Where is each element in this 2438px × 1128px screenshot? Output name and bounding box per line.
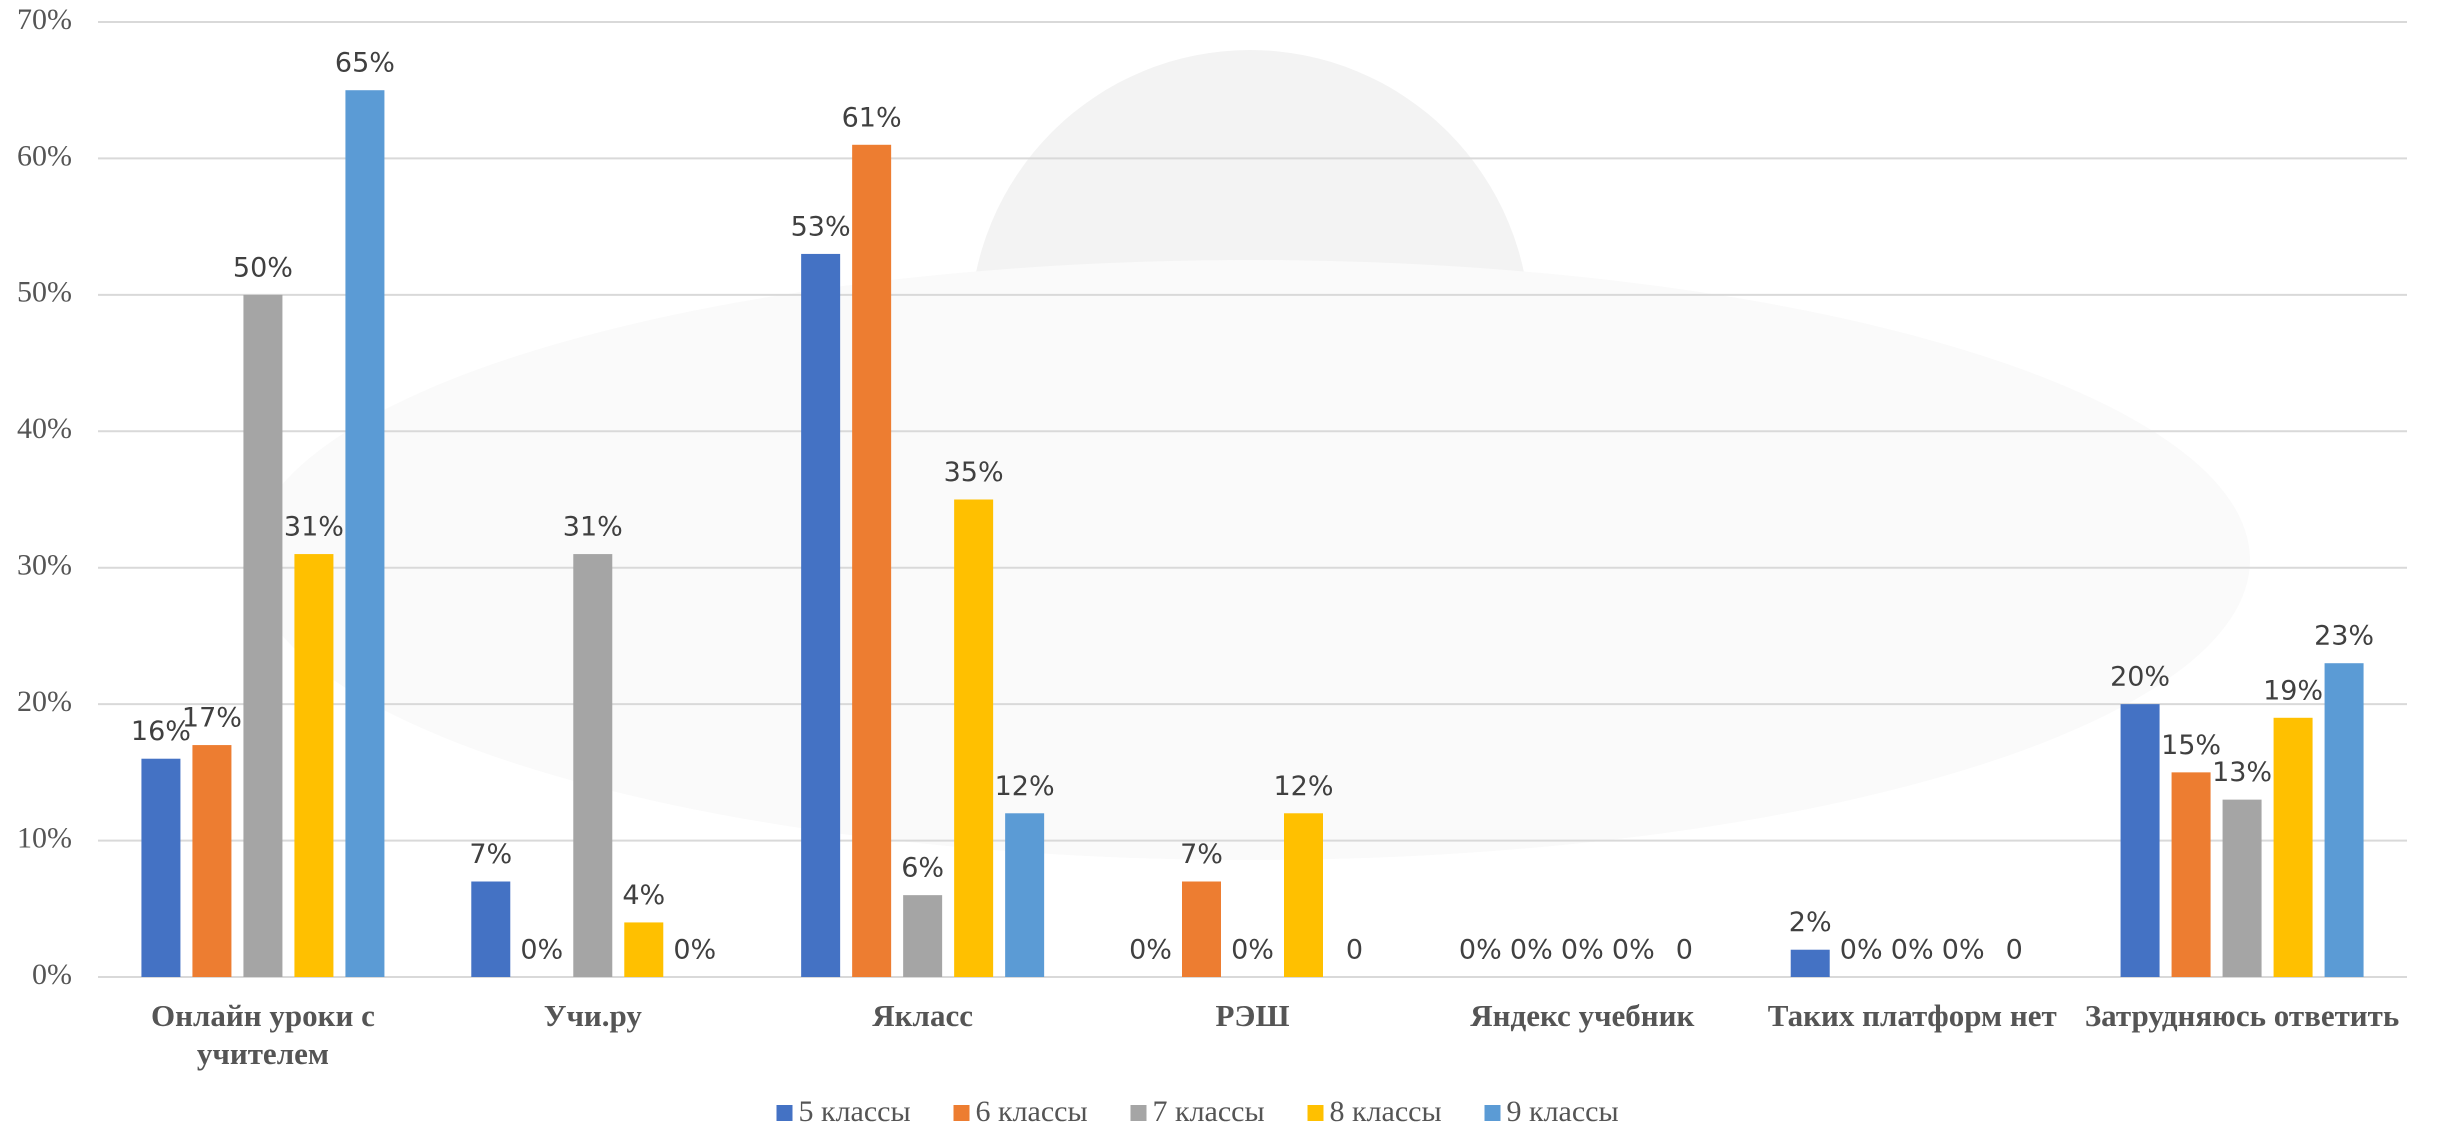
bar (141, 758, 181, 977)
bar (903, 895, 943, 977)
x-tick-label: Яндекс учебник (1470, 998, 1695, 1033)
data-label: 17% (182, 703, 242, 734)
data-label: 0% (1129, 935, 1172, 966)
data-label: 0 (1676, 935, 1693, 966)
data-label: 19% (2263, 675, 2323, 706)
bar (624, 922, 664, 977)
bar (2120, 704, 2160, 977)
data-label: 0% (1459, 935, 1502, 966)
bar (2222, 799, 2262, 977)
bar (345, 90, 385, 977)
data-label: 6% (901, 853, 944, 884)
legend-label: 7 классы (1153, 1095, 1265, 1128)
data-label: 23% (2314, 621, 2374, 652)
bar (1790, 949, 1830, 977)
bar (801, 253, 841, 977)
y-tick-label: 70% (17, 3, 72, 36)
data-label: 0% (520, 935, 563, 966)
data-label: 12% (995, 771, 1055, 802)
legend-label: 9 классы (1507, 1095, 1619, 1128)
data-label: 4% (622, 880, 665, 911)
legend-swatch (1130, 1105, 1147, 1121)
legend-label: 5 классы (799, 1095, 911, 1128)
legend-swatch (953, 1105, 970, 1121)
x-tick-label: Таких платформ нет (1767, 998, 2057, 1033)
bar (1182, 881, 1221, 977)
data-label: 2% (1789, 907, 1832, 938)
data-label: 61% (842, 102, 902, 133)
data-label: 7% (1180, 839, 1223, 870)
y-tick-label: 10% (17, 821, 72, 854)
bar (1005, 813, 1045, 977)
legend-label: 6 классы (976, 1095, 1088, 1128)
data-label: 15% (2161, 730, 2221, 761)
bar (192, 745, 232, 977)
x-tick-label: Якласс (872, 998, 973, 1033)
data-label: 0 (1346, 935, 1363, 966)
data-label: 50% (233, 252, 293, 283)
data-label: 31% (284, 512, 344, 543)
data-label: 0 (2006, 935, 2023, 966)
legend-swatch (1307, 1105, 1324, 1121)
bar (243, 294, 283, 977)
data-label: 0% (1561, 935, 1604, 966)
data-label: 16% (131, 716, 191, 747)
data-label: 20% (2110, 662, 2170, 693)
y-tick-label: 30% (17, 549, 72, 582)
bar (573, 554, 613, 977)
data-label: 0% (1891, 935, 1934, 966)
bar (471, 881, 511, 977)
bar (852, 144, 892, 978)
legend-swatch (776, 1105, 793, 1121)
data-label: 12% (1273, 771, 1333, 802)
bar (294, 554, 334, 977)
data-label: 0% (1840, 935, 1883, 966)
data-label: 0% (1510, 935, 1553, 966)
data-label: 31% (563, 512, 623, 543)
y-tick-label: 20% (17, 685, 72, 718)
x-tick-label: Онлайн уроки с учителем (151, 998, 375, 1071)
y-tick-label: 60% (17, 139, 72, 172)
y-tick-label: 50% (17, 276, 72, 309)
y-tick-label: 0% (32, 958, 72, 991)
bar (2324, 663, 2364, 977)
data-label: 0% (1612, 935, 1655, 966)
data-label: 65% (335, 48, 395, 79)
y-tick-label: 40% (17, 412, 72, 445)
bar (1284, 813, 1323, 977)
data-label: 53% (791, 211, 851, 242)
x-tick-label: Учи.ру (543, 998, 642, 1033)
data-label: 7% (469, 839, 512, 870)
data-label: 0% (1942, 935, 1985, 966)
bar (2171, 772, 2211, 977)
x-tick-label: Затрудняюсь ответить (2084, 998, 2400, 1033)
data-label: 0% (1231, 935, 1274, 966)
legend-label: 8 классы (1330, 1095, 1442, 1128)
bar (954, 499, 994, 977)
background-network (250, 260, 2250, 860)
bar (2273, 717, 2313, 977)
data-label: 0% (673, 935, 716, 966)
legend-swatch (1484, 1105, 1501, 1121)
data-label: 35% (944, 457, 1004, 488)
x-tick-label: РЭШ (1215, 998, 1290, 1033)
data-label: 13% (2212, 757, 2272, 788)
